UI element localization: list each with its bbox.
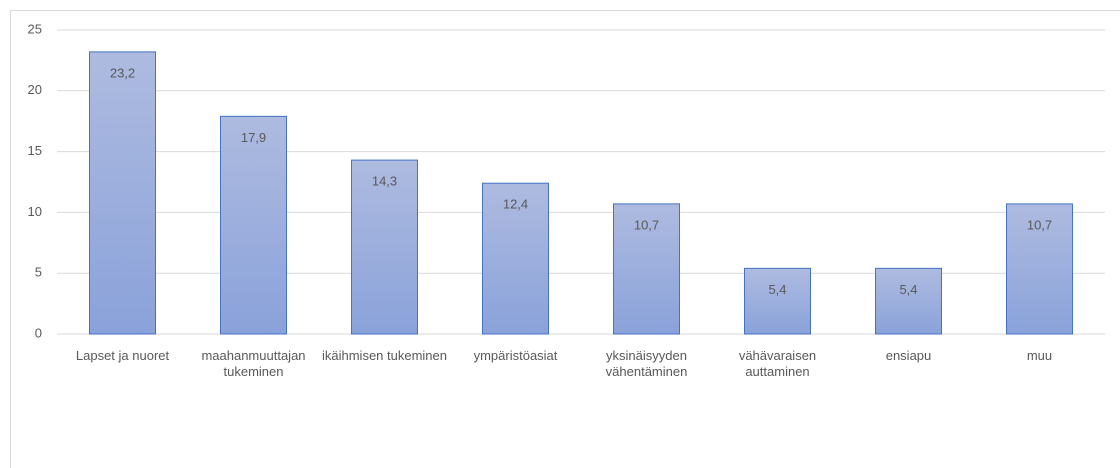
x-tick-label: ensiapu [885,348,932,363]
data-label: 23,2 [110,65,135,80]
y-tick-label: 15 [28,143,42,158]
x-tick-label: ikäihmisen tukeminen [321,348,447,363]
data-label: 10,7 [634,217,659,232]
data-label: 10,7 [1027,217,1052,232]
data-label: 5,4 [768,282,786,297]
bar [613,203,680,335]
data-label: 5,4 [899,282,917,297]
y-tick-label: 0 [35,325,42,340]
bar [1006,203,1073,335]
x-tick-label: maahanmuuttajan tukeminen [201,348,306,379]
bar [744,267,811,335]
bar [875,267,942,335]
x-tick-label: vähävaraisen auttaminen [738,348,817,379]
y-tick-label: 10 [28,204,42,219]
bar [220,115,287,335]
chart-border [10,10,1120,468]
y-tick-label: 25 [28,21,42,36]
data-label: 14,3 [372,174,397,189]
bar [89,51,156,335]
x-tick-label: Lapset ja nuoret [75,348,170,363]
y-tick-label: 5 [35,265,42,280]
data-label: 12,4 [503,197,528,212]
x-tick-label: muu [1026,348,1053,363]
data-label: 17,9 [241,130,266,145]
x-tick-label: yksinäisyyden vähentäminen [605,348,688,379]
y-tick-label: 20 [28,82,42,97]
x-tick-label: ympäristöasiat [473,348,558,363]
bar [351,159,418,335]
bar [482,182,549,335]
